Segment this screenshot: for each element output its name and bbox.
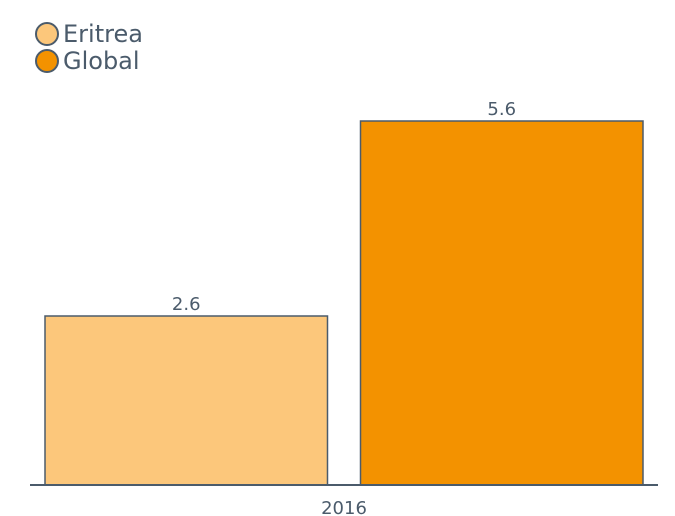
legend-swatch — [35, 22, 59, 46]
legend-label: Global — [63, 47, 140, 75]
value-label: 5.6 — [487, 99, 516, 120]
legend-label: Eritrea — [63, 20, 143, 48]
legend-swatch — [35, 49, 59, 73]
x-tick-label: 2016 — [321, 498, 367, 516]
bar — [44, 315, 329, 486]
bar — [359, 120, 644, 486]
value-label: 2.6 — [172, 294, 201, 315]
